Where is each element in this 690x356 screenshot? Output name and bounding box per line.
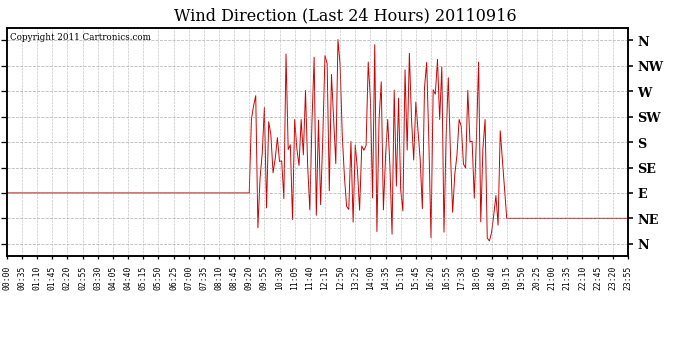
Text: Copyright 2011 Cartronics.com: Copyright 2011 Cartronics.com	[10, 33, 151, 42]
Text: Wind Direction (Last 24 Hours) 20110916: Wind Direction (Last 24 Hours) 20110916	[174, 7, 516, 24]
